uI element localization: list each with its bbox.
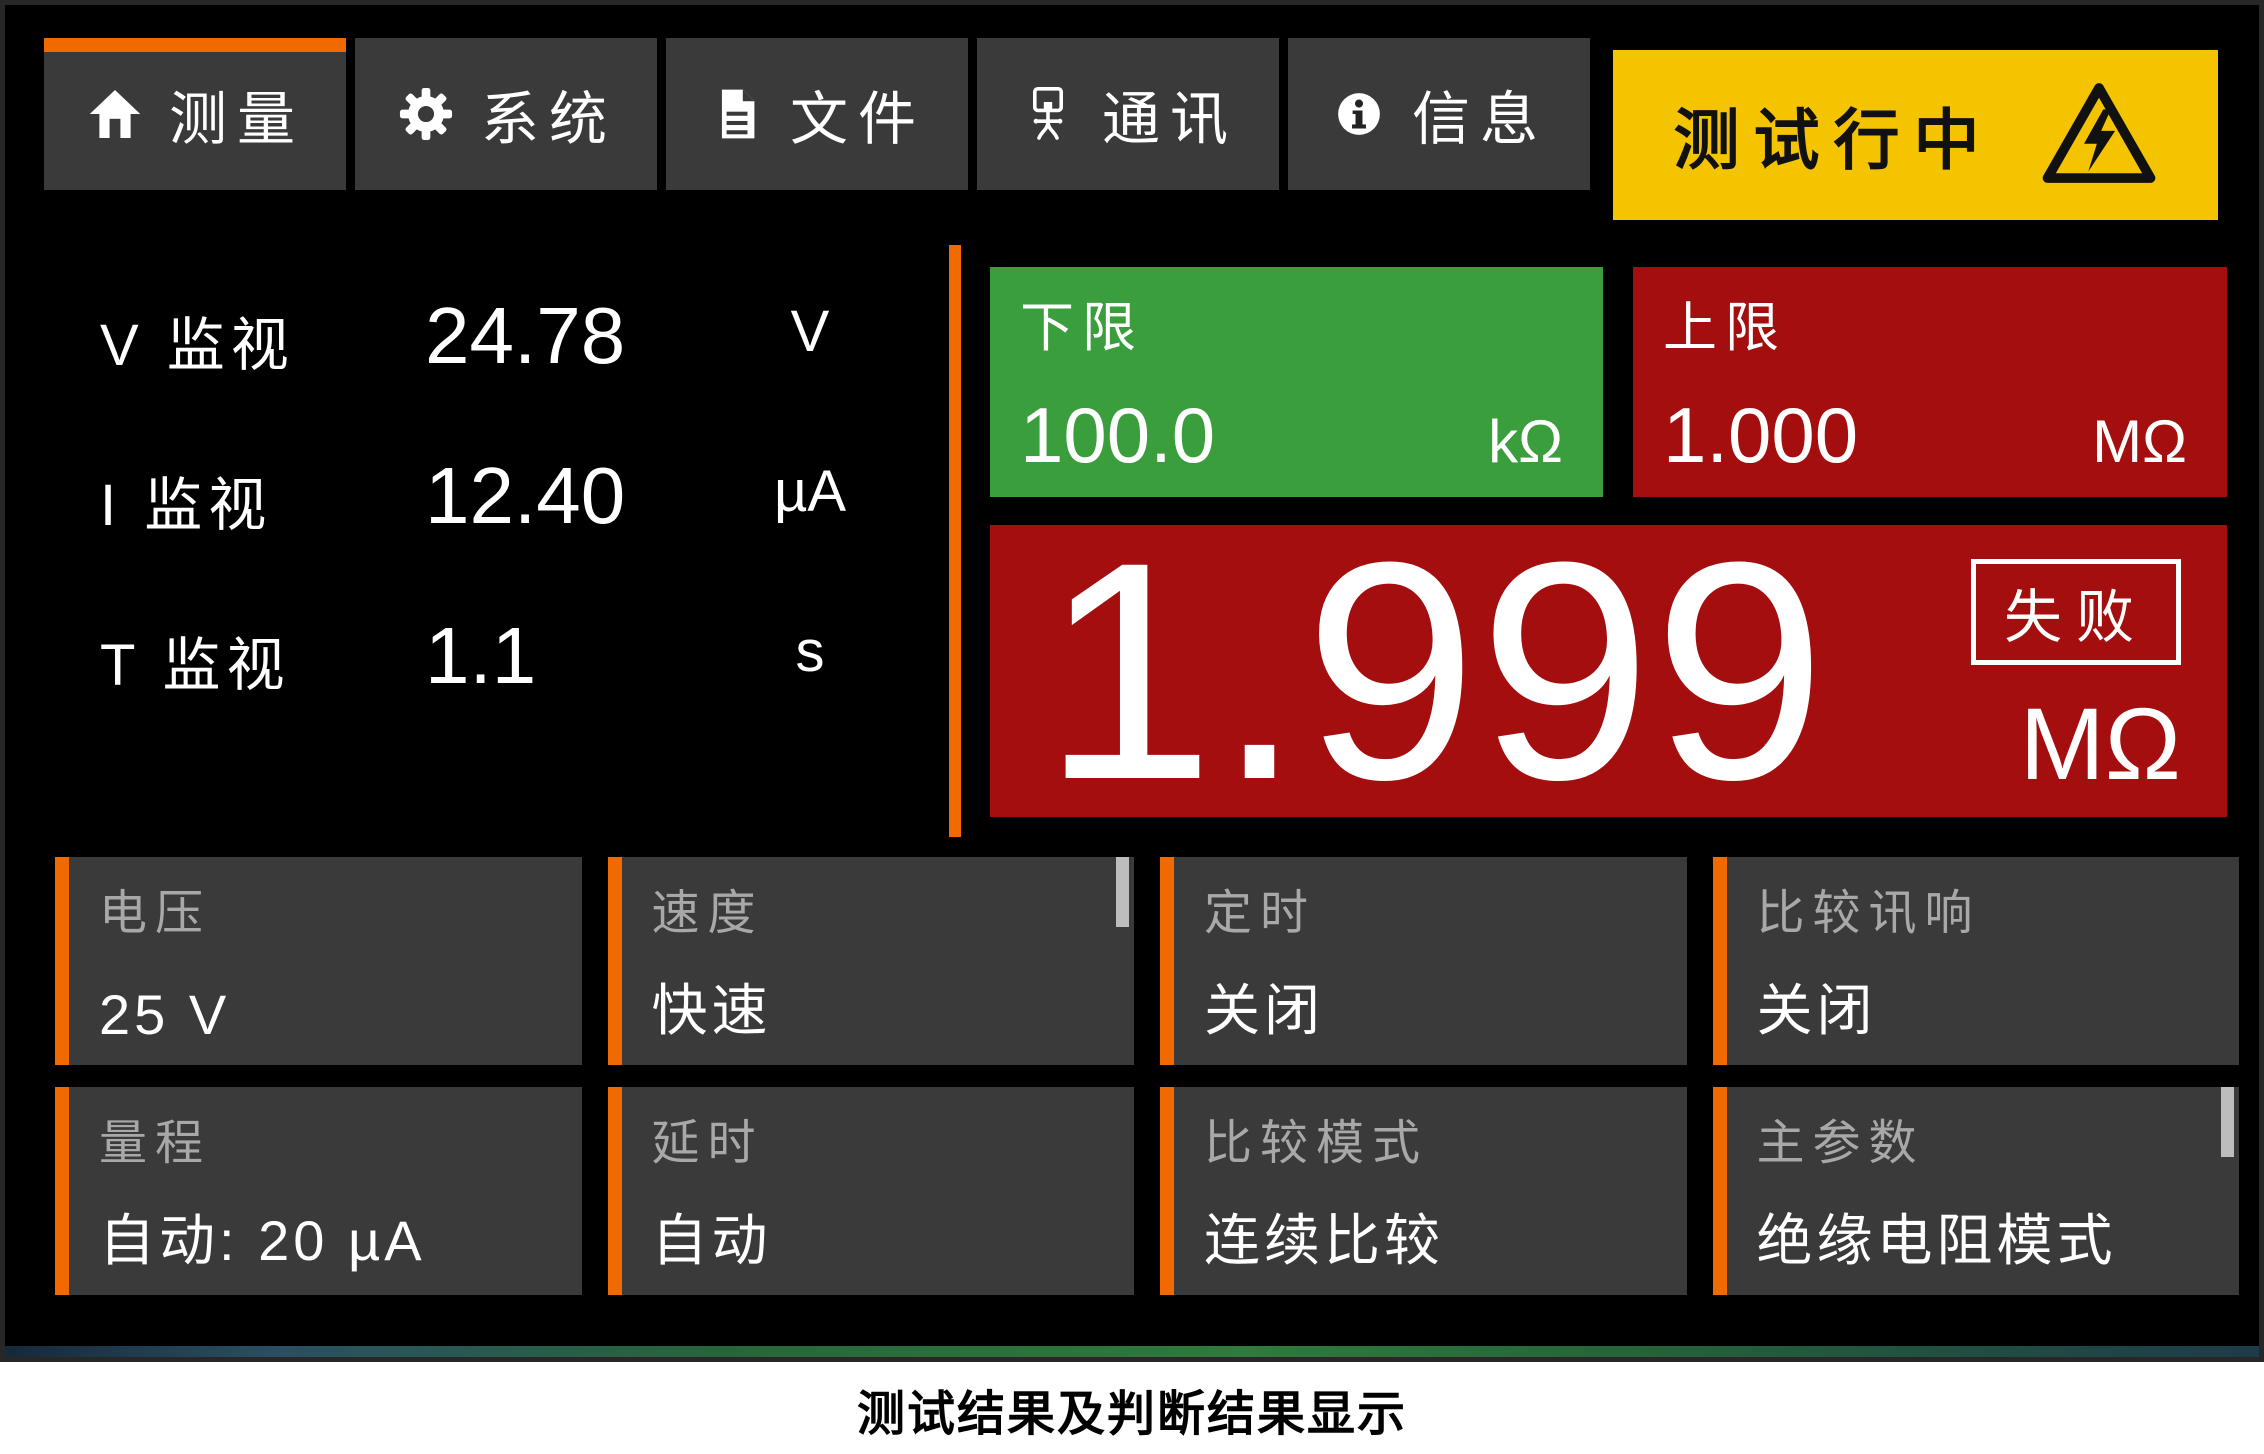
tab-label: 通讯 (1101, 87, 1238, 152)
tab-file[interactable]: 文件 (666, 38, 968, 190)
tab-measure[interactable]: 测量 (44, 38, 346, 190)
tab-info[interactable]: 信息 (1288, 38, 1590, 190)
setting-value: 绝缘电阻模式 (1756, 1209, 2117, 1272)
tab-label: 文件 (789, 87, 926, 152)
monitor-label: I 监视 (100, 473, 273, 538)
setting-label: 定时 (1204, 887, 1317, 940)
upper-limit-title: 上限 (1663, 298, 1787, 358)
setting-comparator-beeper[interactable]: 比较讯响 关闭 (1712, 857, 2239, 1065)
setting-value: 自动: 20 µA (99, 1209, 426, 1272)
monitor-unit: s (795, 619, 825, 684)
setting-value: 25 V (99, 983, 231, 1046)
status-text: 测试行中 (1673, 103, 1994, 177)
screen-edge-noise-strip (5, 1346, 2259, 1357)
tab-label: 测量 (168, 87, 305, 152)
lower-limit-unit: kΩ (1488, 408, 1563, 475)
setting-value: 关闭 (1756, 979, 1877, 1042)
setting-value: 自动 (651, 1209, 772, 1272)
monitor-unit: V (790, 299, 830, 364)
setting-timer[interactable]: 定时 关闭 (1160, 857, 1687, 1065)
tab-label: 信息 (1411, 87, 1548, 152)
orange-divider (949, 245, 961, 837)
monitor-row-voltage: V 监视 24.78 V (65, 290, 945, 382)
monitor-label: V 监视 (100, 313, 295, 378)
monitor-value: 12.40 (425, 451, 626, 540)
upper-limit-box: 上限 1.000 MΩ (1633, 267, 2227, 497)
setting-value: 快速 (651, 979, 772, 1042)
setting-label: 延时 (651, 1117, 764, 1170)
setting-voltage[interactable]: 电压 25 V (55, 857, 582, 1065)
monitor-value: 1.1 (425, 611, 537, 700)
result-unit: MΩ (2019, 687, 2181, 801)
setting-label: 比较讯响 (1756, 887, 1981, 940)
monitor-row-time: T 监视 1.1 s (65, 610, 945, 702)
setting-delay[interactable]: 延时 自动 (607, 1087, 1134, 1295)
lower-limit-title: 下限 (1020, 298, 1144, 358)
setting-value: 连续比较 (1204, 1209, 1444, 1272)
setting-main-parameter[interactable]: 主参数 绝缘电阻模式 (1712, 1087, 2239, 1295)
monitor-value: 24.78 (425, 291, 626, 380)
tab-label: 系统 (480, 87, 617, 152)
fail-judgment-badge: 失败 (1970, 559, 2181, 665)
setting-label: 量程 (99, 1117, 212, 1170)
lower-limit-value: 100.0 (1020, 391, 1216, 479)
upper-limit-value: 1.000 (1663, 391, 1859, 479)
monitor-label: T 监视 (100, 633, 291, 698)
setting-speed[interactable]: 速度 快速 (607, 857, 1134, 1065)
comm-icon (1018, 84, 1078, 144)
setting-label: 电压 (99, 887, 212, 940)
home-icon (85, 84, 145, 144)
file-icon (708, 85, 766, 143)
setting-label: 主参数 (1756, 1117, 1925, 1170)
lower-limit-box: 下限 100.0 kΩ (990, 267, 1603, 497)
status-badge-testing: 测试行中 (1613, 50, 2218, 220)
setting-label: 比较模式 (1204, 1117, 1429, 1170)
gear-icon (395, 83, 457, 145)
tab-communication[interactable]: 通讯 (977, 38, 1279, 190)
monitor-row-current: I 监视 12.40 µA (65, 450, 945, 542)
high-voltage-warning-icon (2040, 79, 2158, 192)
info-icon (1330, 85, 1388, 143)
setting-value: 关闭 (1204, 979, 1324, 1042)
monitor-unit: µA (773, 459, 847, 524)
measurement-result-box: 1.999 失败 MΩ (990, 497, 2227, 844)
scrollbar-indicator[interactable] (1116, 857, 1129, 927)
figure-caption: 测试结果及判断结果显示 (856, 1388, 1407, 1441)
upper-limit-unit: MΩ (2092, 408, 2187, 475)
setting-compare-mode[interactable]: 比较模式 连续比较 (1160, 1087, 1687, 1295)
settings-grid: 电压 25 V 速度 快速 定时 关闭 比较讯响 关闭 量程 自动: 20 µA (55, 857, 2239, 1295)
tab-system[interactable]: 系统 (355, 38, 657, 190)
scrollbar-indicator[interactable] (2221, 1087, 2234, 1157)
setting-label: 速度 (651, 887, 764, 940)
device-screen: 测量 (0, 0, 2264, 1362)
tab-bar: 测量 (44, 38, 1590, 190)
setting-range[interactable]: 量程 自动: 20 µA (55, 1087, 582, 1295)
result-value: 1.999 (1042, 497, 1828, 844)
